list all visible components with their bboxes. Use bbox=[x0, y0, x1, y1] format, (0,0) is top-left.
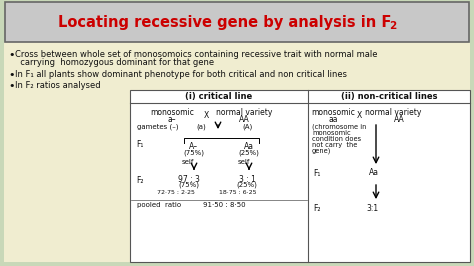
Bar bbox=[130, 90, 470, 262]
Text: •: • bbox=[8, 81, 15, 91]
Text: monosomic: monosomic bbox=[150, 108, 194, 117]
Text: 2: 2 bbox=[389, 21, 396, 31]
Text: A–: A– bbox=[190, 142, 199, 151]
Text: AA: AA bbox=[393, 115, 404, 124]
Text: (i) critical line: (i) critical line bbox=[185, 92, 253, 101]
Text: 3:1: 3:1 bbox=[366, 204, 378, 213]
Text: (25%): (25%) bbox=[237, 182, 257, 189]
Bar bbox=[4, 42, 470, 262]
Text: 72·75 : 2·25: 72·75 : 2·25 bbox=[157, 190, 195, 195]
Text: normal variety: normal variety bbox=[365, 108, 421, 117]
Text: pooled  ratio: pooled ratio bbox=[137, 202, 181, 208]
Text: self: self bbox=[182, 159, 194, 165]
Text: In F₁ all plants show dominant phenotype for both critical and non critical line: In F₁ all plants show dominant phenotype… bbox=[15, 70, 347, 79]
Text: 18·75 : 6·25: 18·75 : 6·25 bbox=[219, 190, 257, 195]
Text: Aa: Aa bbox=[244, 142, 254, 151]
Text: normal variety: normal variety bbox=[216, 108, 272, 117]
Text: condition does: condition does bbox=[312, 136, 361, 142]
Text: Locating recessive gene by analysis in F: Locating recessive gene by analysis in F bbox=[58, 15, 392, 30]
Text: (75%): (75%) bbox=[183, 149, 204, 156]
Text: monosomic: monosomic bbox=[312, 130, 351, 136]
Text: Cross between whole set of monosomoics containing recessive trait with normal ma: Cross between whole set of monosomoics c… bbox=[15, 50, 377, 59]
Text: self: self bbox=[238, 159, 250, 165]
Text: monosomic: monosomic bbox=[311, 108, 355, 117]
Text: X: X bbox=[356, 111, 362, 120]
Text: (75%): (75%) bbox=[179, 182, 200, 189]
Text: Aa: Aa bbox=[369, 168, 379, 177]
Text: 91·50 : 8·50: 91·50 : 8·50 bbox=[203, 202, 246, 208]
Text: gametes (–): gametes (–) bbox=[137, 124, 179, 131]
Text: AA: AA bbox=[238, 115, 249, 124]
Text: •: • bbox=[8, 50, 15, 60]
Bar bbox=[5, 2, 469, 42]
Text: 97 : 3: 97 : 3 bbox=[178, 175, 200, 184]
Text: F₂: F₂ bbox=[313, 204, 320, 213]
Text: (chromosome in: (chromosome in bbox=[312, 124, 366, 131]
Text: 3 : 1: 3 : 1 bbox=[238, 175, 255, 184]
Text: (a): (a) bbox=[196, 124, 206, 131]
Text: X: X bbox=[203, 111, 209, 120]
Text: F₁: F₁ bbox=[136, 140, 143, 149]
Text: aa: aa bbox=[328, 115, 338, 124]
Text: not carry  the: not carry the bbox=[312, 142, 357, 148]
Text: carrying  homozygous dominant for that gene: carrying homozygous dominant for that ge… bbox=[15, 58, 214, 67]
Text: (25%): (25%) bbox=[238, 149, 259, 156]
Text: a–: a– bbox=[168, 115, 176, 124]
Text: (ii) non-critical lines: (ii) non-critical lines bbox=[341, 92, 437, 101]
Text: In F₂ ratios analysed: In F₂ ratios analysed bbox=[15, 81, 100, 90]
Text: F₂: F₂ bbox=[136, 176, 144, 185]
Text: •: • bbox=[8, 70, 15, 80]
Text: F₁: F₁ bbox=[313, 169, 320, 178]
Text: gene): gene) bbox=[312, 148, 331, 155]
Text: (A): (A) bbox=[242, 124, 252, 131]
